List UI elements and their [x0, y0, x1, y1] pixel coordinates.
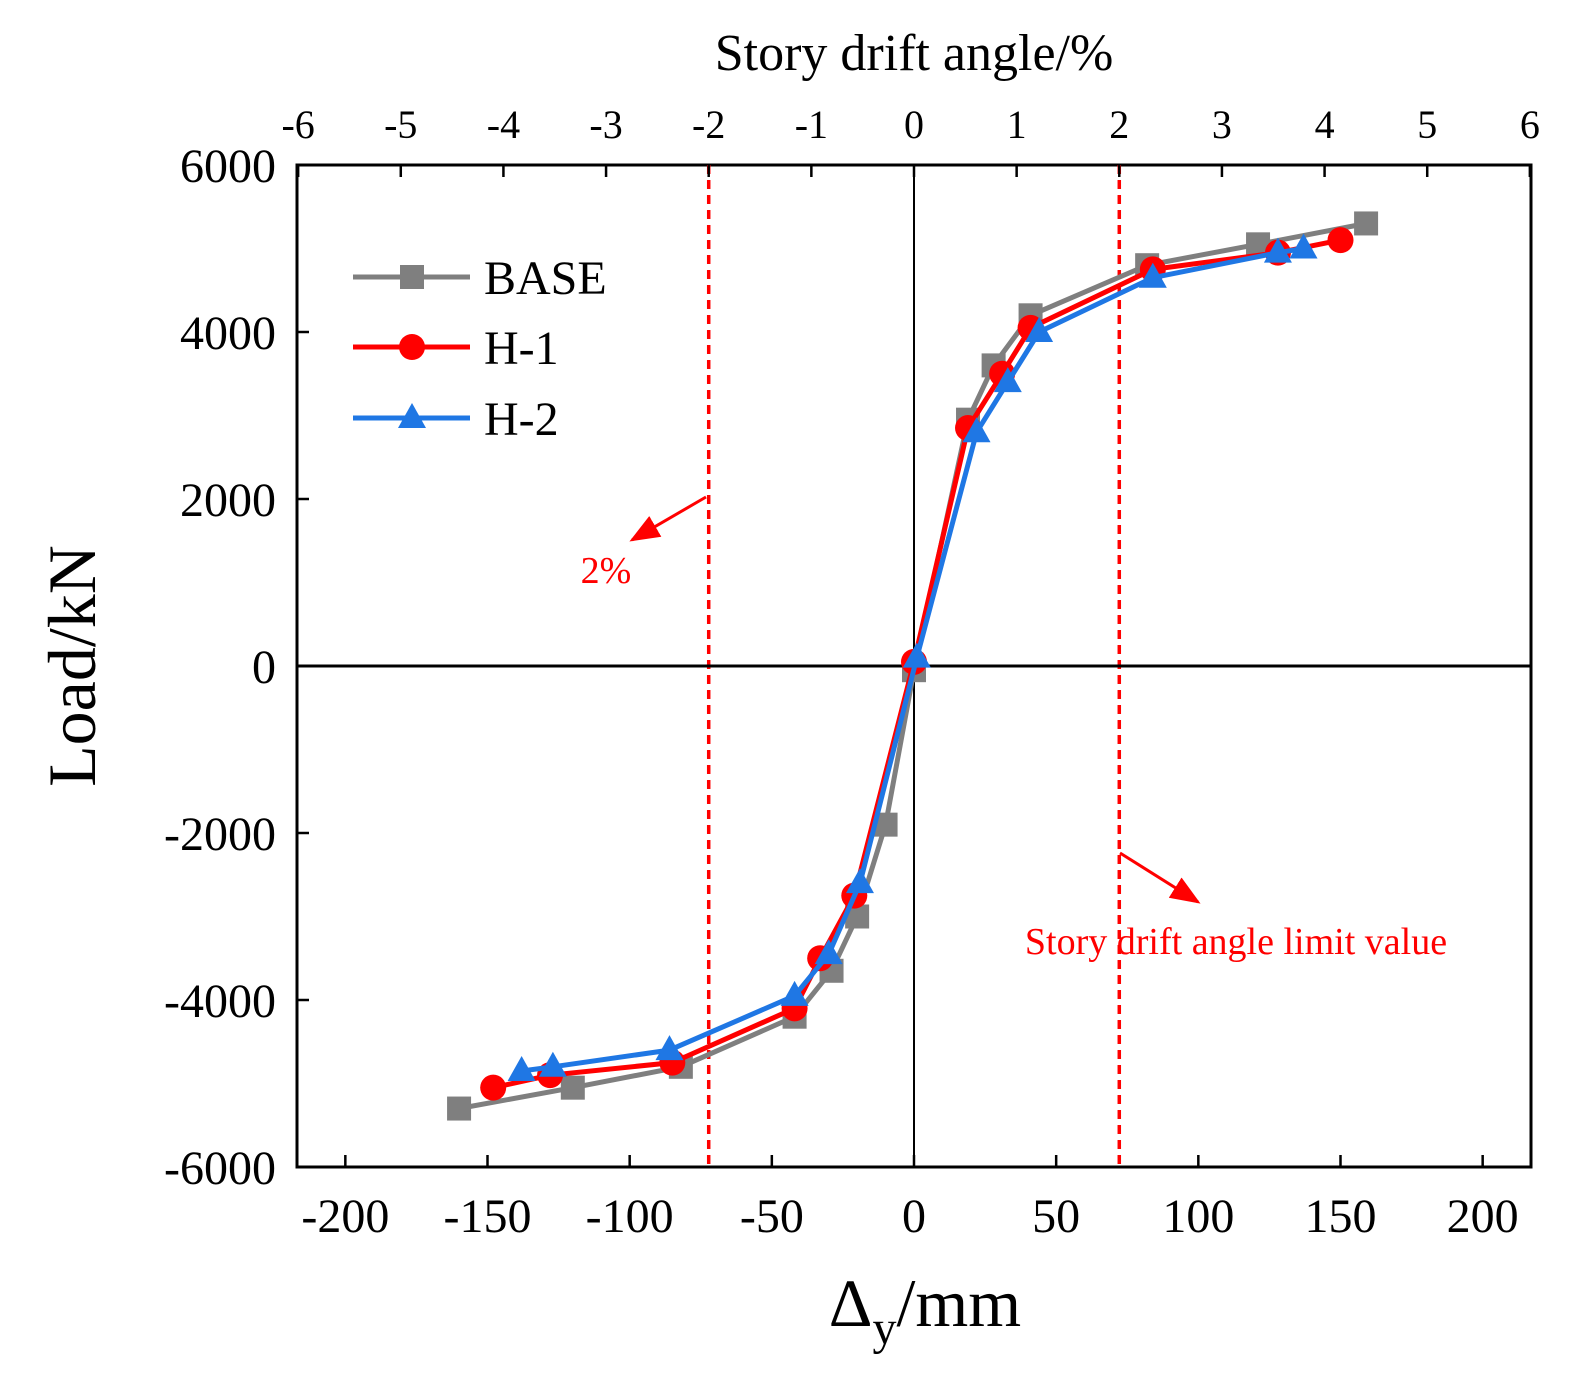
annotation-arrow-limit [1119, 851, 1201, 904]
data-point [780, 980, 809, 1006]
legend-item-base: BASE [353, 252, 607, 305]
data-point [1327, 227, 1354, 254]
top-tick-label: 1 [1007, 102, 1027, 147]
y-tick-label: 4000 [180, 307, 276, 360]
annotation-arrow-2pct [629, 495, 707, 542]
data-point [814, 939, 843, 965]
legend-marker-h1 [399, 334, 425, 360]
top-tick-label: 3 [1212, 102, 1232, 147]
top-tick-label: 2 [1109, 102, 1129, 147]
top-axis-title: Story drift angle/% [715, 25, 1114, 82]
data-point [1263, 237, 1292, 263]
series-layer [447, 211, 1379, 1121]
legend-label-base: BASE [484, 252, 607, 305]
x-tick-label: 0 [902, 1190, 926, 1243]
top-tick-label: -5 [384, 102, 417, 147]
data-point [1025, 317, 1054, 342]
legend-item-h1: H-1 [353, 322, 559, 375]
y-tick-label: 2000 [180, 474, 276, 527]
y-tick-label: -4000 [164, 975, 276, 1028]
legend: BASE H-1 H-2 [353, 252, 607, 446]
ticks: -200 -150 -100 -50 0 50 100 150 200-6 -5 -4 -3 -2 -1 0… [164, 102, 1540, 1243]
y-tick-label: 0 [252, 641, 276, 694]
top-tick-label: -2 [692, 102, 725, 147]
data-point [1354, 211, 1379, 236]
data-point [993, 367, 1022, 393]
legend-marker-h2 [398, 403, 426, 428]
top-tick-label: -4 [487, 102, 520, 147]
y-axis-title: Load/kN [34, 545, 110, 787]
top-tick-label: 0 [904, 102, 924, 147]
top-tick-label: -1 [795, 102, 828, 147]
data-point [538, 1051, 567, 1077]
data-point [962, 417, 991, 443]
legend-item-h2: H-2 [353, 393, 559, 446]
annotation-limit: Story drift angle limit value [1025, 921, 1447, 963]
x-axis-title-delta: Δ [829, 1265, 873, 1341]
data-point [1138, 262, 1167, 288]
data-point [507, 1055, 536, 1081]
x-axis-title-subscript: y [873, 1302, 897, 1355]
top-tick-label: 6 [1520, 102, 1540, 147]
series-line-base [458, 221, 1367, 1111]
x-axis-title-unit: /mm [897, 1265, 1022, 1341]
top-tick-label: 4 [1315, 102, 1335, 147]
x-tick-label: -200 [301, 1190, 389, 1243]
data-point [655, 1035, 684, 1061]
annotation-2pct: 2% [581, 550, 632, 592]
series-h2 [507, 233, 1318, 1081]
x-tick-label: 200 [1447, 1190, 1519, 1243]
y-tick-label: -2000 [164, 808, 276, 861]
legend-label-h1: H-1 [484, 322, 559, 375]
top-tick-label: -3 [589, 102, 622, 147]
top-tick-label: -6 [281, 102, 314, 147]
x-tick-label: -150 [444, 1190, 532, 1243]
top-tick-label: 5 [1417, 102, 1437, 147]
x-tick-label: 100 [1162, 1190, 1234, 1243]
data-point [447, 1096, 472, 1121]
data-point [845, 868, 874, 894]
x-tick-label: 50 [1032, 1190, 1080, 1243]
y-tick-label: 6000 [180, 140, 276, 193]
y-tick-label: -6000 [164, 1142, 276, 1195]
data-point [902, 642, 931, 668]
x-tick-label: 150 [1304, 1190, 1376, 1243]
data-point [560, 1075, 585, 1100]
x-tick-label: -50 [740, 1190, 804, 1243]
data-point [1289, 233, 1318, 259]
legend-label-h2: H-2 [484, 393, 559, 446]
legend-marker-base [400, 265, 424, 289]
x-tick-label: -100 [586, 1190, 674, 1243]
data-point [480, 1074, 507, 1101]
x-axis-title: Δy/mm [829, 1265, 1021, 1355]
